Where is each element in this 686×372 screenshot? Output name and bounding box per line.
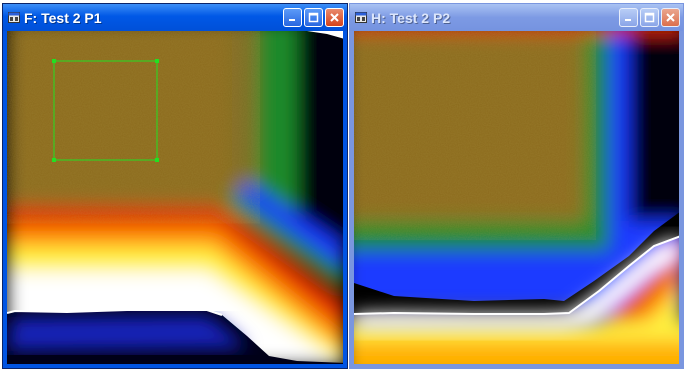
minimize-button[interactable]	[619, 8, 638, 27]
window-title: F: Test 2 P1	[24, 9, 102, 26]
title-bar-h[interactable]: H: Test 2 P2	[350, 4, 683, 31]
minimize-icon	[625, 19, 631, 21]
heatmap-image-h	[354, 31, 679, 364]
close-button[interactable]	[325, 8, 344, 27]
close-icon	[330, 13, 339, 22]
window-title: H: Test 2 P2	[371, 9, 451, 26]
maximize-icon	[644, 12, 655, 23]
window-f[interactable]: F: Test 2 P1	[2, 3, 348, 369]
window-system-icon[interactable]	[355, 12, 367, 24]
close-button[interactable]	[661, 8, 680, 27]
minimize-icon	[289, 19, 295, 21]
maximize-icon	[308, 12, 319, 23]
heatmap-view-f[interactable]	[7, 31, 343, 364]
heatmap-image-f	[7, 31, 343, 364]
close-icon	[666, 13, 675, 22]
maximize-button[interactable]	[304, 8, 323, 27]
title-bar-f[interactable]: F: Test 2 P1	[3, 4, 347, 31]
selection-rectangle[interactable]	[52, 59, 159, 162]
window-system-icon[interactable]	[8, 12, 20, 24]
window-h[interactable]: H: Test 2 P2	[349, 3, 684, 369]
maximize-button[interactable]	[640, 8, 659, 27]
minimize-button[interactable]	[283, 8, 302, 27]
heatmap-view-h[interactable]	[354, 31, 679, 364]
